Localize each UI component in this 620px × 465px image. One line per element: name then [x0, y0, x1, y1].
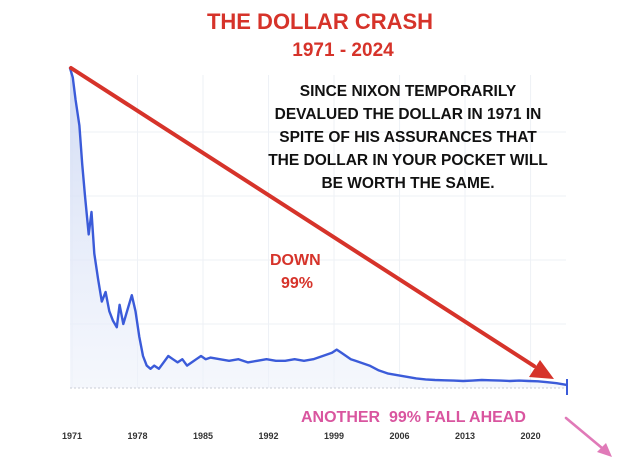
- annotation-text: SINCE NIXON TEMPORARILY DEVALUED THE DOL…: [268, 83, 548, 192]
- grid-lines: [70, 75, 566, 388]
- annotation-line: THE DOLLAR IN YOUR POCKET WILL: [268, 152, 548, 169]
- area-fill: [70, 68, 566, 388]
- x-axis-ticks: 1971 1978 1985 1992 1999 2006 2013 2020: [62, 431, 541, 441]
- x-tick-label: 1971: [62, 431, 82, 441]
- x-tick-label: 1992: [259, 431, 279, 441]
- chart-title: THE DOLLAR CRASH: [207, 9, 433, 34]
- x-tick-label: 2006: [390, 431, 410, 441]
- down-label: DOWN: [270, 252, 321, 269]
- down-trend-arrow: [69, 66, 554, 379]
- another-fall-label: ANOTHER 99% FALL AHEAD: [301, 409, 526, 426]
- annotation-line: SPITE OF HIS ASSURANCES THAT: [279, 129, 537, 146]
- annotation-line: BE WORTH THE SAME.: [321, 175, 494, 192]
- annotation-line: SINCE NIXON TEMPORARILY: [300, 83, 517, 100]
- chart-subtitle: 1971 - 2024: [292, 40, 394, 61]
- annotation-line: DEVALUED THE DOLLAR IN 1971 IN: [275, 106, 542, 123]
- x-tick-label: 1985: [193, 431, 213, 441]
- future-fall-arrow: [564, 416, 612, 457]
- series-line: [68, 66, 568, 386]
- x-tick-label: 1999: [324, 431, 344, 441]
- x-tick-label: 1978: [127, 431, 147, 441]
- x-tick-label: 2013: [455, 431, 475, 441]
- down-percent-label: 99%: [281, 275, 313, 292]
- x-tick-label: 2020: [521, 431, 541, 441]
